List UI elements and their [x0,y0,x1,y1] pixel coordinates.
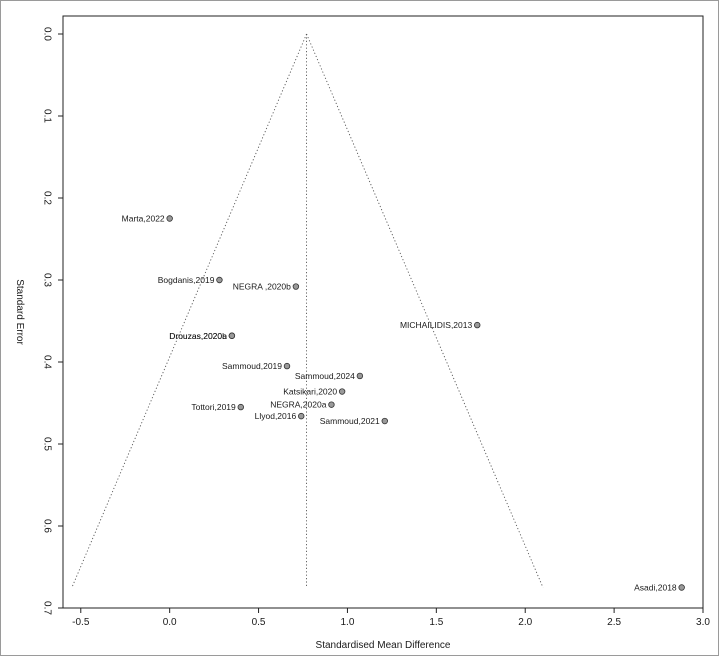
y-axis-title: Standard Error [14,279,25,345]
study-point [474,321,481,329]
study-point [166,215,173,222]
axis-ticks: -0.5 0.0 0.5 1.0 1.5 2.0 2.5 3.0 0.0 0.1 0.2 0.3 0.4… [41,27,710,628]
y-tick-label: 0.7 [41,601,52,615]
study-label: Sammoud,2024 [295,371,355,381]
study-point [356,372,364,380]
y-tick-label: 0.0 [41,27,52,41]
study-point [298,412,305,420]
x-tick-label: 1.5 [429,617,443,628]
plot-area-border [62,15,704,609]
y-tick-label: 0.3 [41,273,52,287]
y-tick-label: 0.2 [41,191,52,205]
study-point [237,403,244,411]
study-label: Bogdanis,2019 [158,275,215,285]
study-point [328,401,335,408]
y-tick-label: 0.4 [41,355,52,369]
study-label: Marta,2022 [122,214,165,224]
x-tick-label: -0.5 [72,617,90,628]
y-tick-label: 0.6 [41,519,52,533]
study-label: Asadi,2018 [634,583,677,593]
study-point [216,276,223,284]
study-point [292,283,300,290]
study-label: Llyod,2016 [255,411,297,421]
study-label: NEGRA ,2020b [233,282,291,292]
study-label: MICHAILIDIS,2013 [400,320,473,330]
x-tick-label: 0.5 [252,617,266,628]
study-label: Sammoud,2021 [320,416,380,426]
x-axis-title: Standardised Mean Difference [316,640,451,651]
y-tick-label: 0.1 [41,109,52,123]
x-tick-label: 2.5 [607,617,621,628]
study-label: Drouzas,2020a [169,331,227,341]
y-tick-label: 0.5 [41,437,52,451]
study-point [678,584,685,591]
study-label: Katsikari,2020 [283,387,337,397]
study-points: Marta,2022 Bogdanis,2019 NEGRA ,2020b MICHA… [122,214,685,593]
x-tick-label: 3.0 [696,617,710,628]
x-tick-label: 2.0 [518,617,532,628]
study-point [228,332,236,339]
study-label: Tottori,2019 [191,402,236,412]
study-point [381,417,388,425]
study-label: Drouzas,2020b [169,331,227,341]
study-point [283,362,291,370]
funnel-lines [71,33,544,588]
study-point [338,388,346,395]
x-tick-label: 0.0 [163,617,177,628]
study-label: Sammoud,2019 [222,361,282,371]
x-tick-label: 1.0 [340,617,354,628]
funnel-right-line [306,33,544,588]
funnel-left-line [71,33,307,588]
study-label: NEGRA,2020a [270,400,326,410]
